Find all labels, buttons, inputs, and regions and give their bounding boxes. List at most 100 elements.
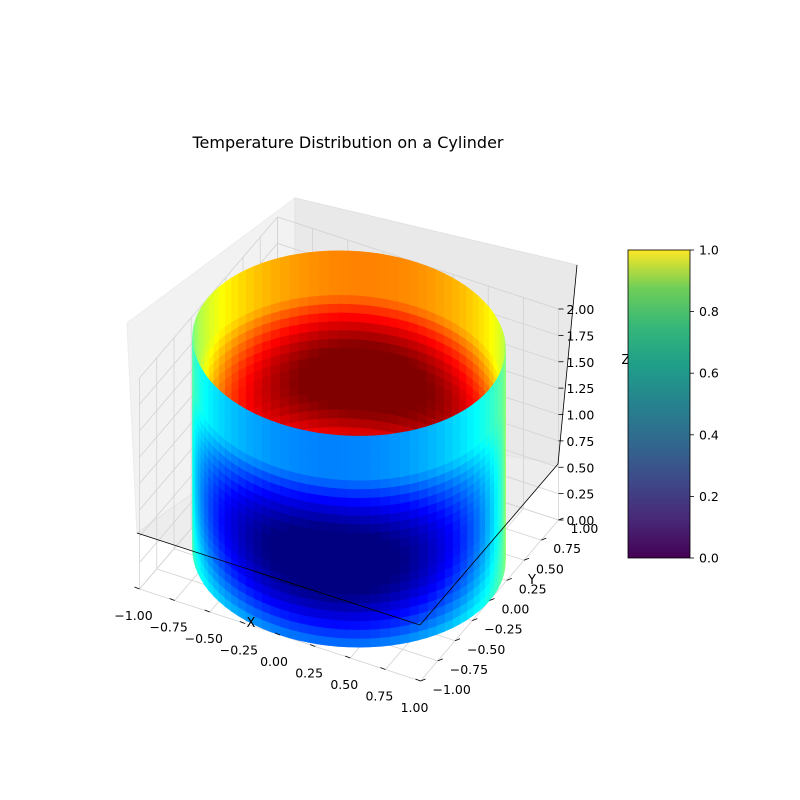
z-tick-label: 0.00: [567, 513, 595, 528]
surface-patch: [358, 268, 370, 280]
surface-patch: [379, 583, 391, 594]
surface-patch: [298, 392, 309, 404]
y-axis-line: [419, 463, 559, 626]
y-axis-ticks: −1.00 −0.75 −0.50 −0.25 0.00 0.25 0.50 0.75 1.00: [420, 517, 599, 697]
surface-patch: [307, 286, 319, 297]
surface-patch: [328, 513, 340, 524]
surface-patch: [317, 400, 329, 411]
surface-patch: [307, 330, 319, 341]
surface-patch: [379, 451, 391, 463]
surface-patch: [359, 567, 371, 578]
surface-patch: [379, 521, 391, 533]
surface-patch: [388, 255, 400, 267]
surface-patch: [348, 276, 360, 288]
surface-patch: [318, 635, 330, 646]
surface-patch: [317, 347, 329, 358]
surface-patch: [338, 479, 350, 490]
surface-patch: [358, 286, 370, 297]
z-tick-label: 1.50: [567, 355, 595, 370]
z-tick-label: 1.25: [567, 381, 595, 396]
surface-patch: [307, 295, 319, 306]
surface-patch: [359, 541, 371, 551]
y-tick-label: 0.50: [536, 561, 564, 576]
surface-patch: [348, 488, 360, 499]
surface-patch: [389, 458, 400, 470]
surface-patch: [379, 469, 391, 480]
surface-patch: [298, 269, 309, 281]
surface-patch: [348, 347, 360, 358]
colorbar-tick-label: 0.2: [699, 489, 719, 504]
colorbar-tick-label: 1.0: [699, 243, 719, 258]
surface-patch: [348, 373, 360, 384]
surface-patch: [318, 626, 330, 638]
surface-patch: [369, 443, 381, 454]
surface-patch: [348, 585, 360, 595]
surface-patch: [318, 503, 330, 514]
surface-patch: [327, 355, 339, 366]
x-tick-mark: [204, 609, 210, 613]
surface-patch: [318, 599, 330, 611]
surface-patch: [379, 495, 391, 507]
surface-patch: [379, 601, 391, 612]
surface-patch: [348, 320, 360, 331]
surface-patch: [348, 382, 360, 393]
surface-patch: [317, 277, 329, 288]
y-tick-label: −0.50: [467, 642, 505, 657]
surface-patch: [368, 304, 380, 316]
y-tick-label: 0.25: [519, 581, 547, 596]
surface-patch: [348, 479, 360, 490]
surface-patch: [307, 365, 319, 377]
surface-patch: [327, 250, 339, 261]
surface-patch: [338, 311, 350, 322]
surface-patch: [368, 375, 380, 387]
surface-patch: [307, 400, 319, 412]
surface-patch: [327, 347, 339, 357]
surface-patch: [389, 634, 400, 646]
surface-patch: [348, 329, 360, 340]
surface-patch: [368, 419, 380, 431]
surface-patch: [369, 435, 381, 446]
surface-patch: [348, 435, 360, 446]
surface-patch: [328, 566, 340, 577]
surface-patch: [359, 637, 371, 648]
surface-patch: [369, 461, 381, 472]
surface-patch: [307, 391, 319, 403]
y-axis-label: Y: [527, 573, 536, 588]
surface-patch: [379, 486, 391, 498]
y-tick-label: 1.00: [571, 521, 599, 536]
surface-patch: [338, 470, 350, 481]
surface-patch: [379, 592, 391, 603]
surface-patch: [389, 626, 400, 637]
surface-patch: [358, 347, 370, 359]
surface-patch: [368, 340, 380, 351]
surface-patch: [318, 459, 330, 471]
surface-patch: [358, 383, 370, 394]
surface-patch: [328, 504, 340, 515]
x-tick-mark: [415, 678, 421, 682]
surface-patch: [368, 410, 380, 422]
surface-patch: [327, 399, 339, 410]
surface-patch: [338, 610, 350, 622]
surface-patch: [307, 304, 319, 315]
surface-patch: [327, 285, 339, 296]
surface-patch: [338, 338, 350, 349]
surface-patch: [368, 322, 380, 334]
y-tick-mark: [506, 578, 512, 581]
surface-patch: [307, 321, 319, 333]
surface-patch: [318, 529, 330, 541]
surface-patch: [348, 576, 360, 587]
surface-patch: [348, 250, 360, 261]
surface-patch: [368, 269, 380, 281]
surface-patch: [328, 442, 340, 454]
surface-patch: [338, 549, 350, 560]
surface-patch: [318, 582, 330, 594]
x-tick-mark: [309, 644, 316, 647]
surface-patch: [317, 268, 329, 279]
surface-patch: [338, 435, 350, 446]
surface-patch: [328, 618, 340, 630]
surface-patch: [288, 253, 299, 265]
surface-patch: [368, 313, 380, 325]
surface-patch: [328, 539, 340, 551]
surface-patch: [399, 430, 410, 443]
surface-patch: [368, 287, 380, 299]
